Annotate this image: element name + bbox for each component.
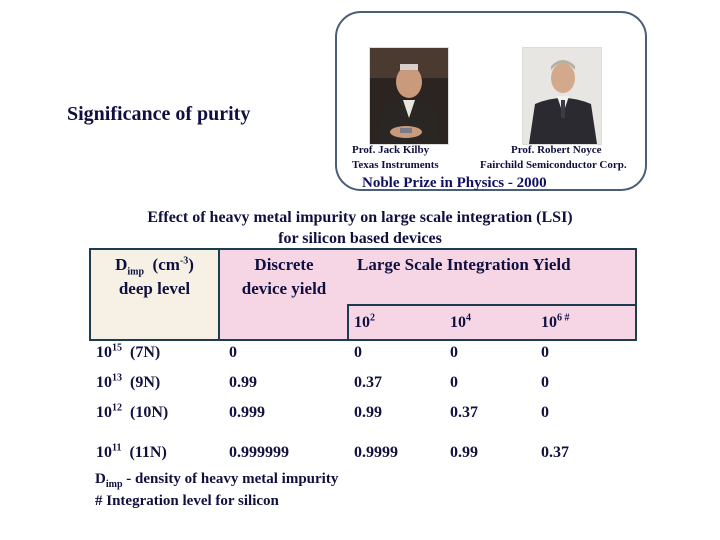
noyce-org: Fairchild Semiconductor Corp. (480, 159, 627, 171)
kilby-org: Texas Instruments (352, 159, 439, 171)
row-4-discrete: 0.999999 (229, 444, 289, 461)
header-lsi-yield: Large Scale Integration Yield (357, 255, 571, 274)
rule-top (89, 248, 637, 250)
header-impurity: Dimp (cm-3) (115, 255, 194, 278)
row-2-impurity: 1013 (9N) (96, 372, 161, 391)
row-2-discrete: 0.99 (229, 374, 257, 391)
header-deep-level: deep level (118, 279, 191, 298)
level-1: 102 (354, 312, 375, 331)
rule-under-header (347, 304, 637, 306)
level-2: 104 (450, 312, 471, 331)
row-2-lsi-1: 0.37 (354, 374, 382, 391)
award-caption: Noble Prize in Physics - 2000 (362, 175, 547, 191)
yield-table: Dimp (cm-3) deep level Discrete device y… (89, 248, 637, 470)
row-3-impurity: 1012 (10N) (96, 402, 169, 421)
kilby-name: Prof. Jack Kilby (352, 144, 430, 156)
rule-left (89, 248, 91, 340)
row-1-impurity: 1015 (7N) (96, 342, 161, 361)
row-2-lsi-3: 0 (541, 374, 549, 391)
row-1-lsi-3: 0 (541, 344, 549, 361)
row-4-lsi-1: 0.9999 (354, 444, 398, 461)
footnote-dimp: Dimp - density of heavy metal impurity (95, 471, 339, 490)
photo-panel: Prof. Jack Kilby Texas Instruments Prof.… (335, 11, 647, 191)
footnote-integration: # Integration level for silicon (95, 493, 279, 509)
kilby-portrait (369, 47, 449, 145)
rule-col1 (218, 248, 220, 340)
row-2-lsi-2: 0 (450, 374, 458, 391)
rule-right (635, 248, 637, 340)
body-band (89, 340, 637, 470)
row-3-lsi-3: 0 (541, 404, 549, 421)
row-4-lsi-2: 0.99 (450, 444, 478, 461)
table-title-line2: for silicon based devices (278, 230, 442, 247)
noyce-portrait (522, 47, 602, 145)
row-1-discrete: 0 (229, 344, 237, 361)
table-title: Effect of heavy metal impurity on large … (0, 207, 720, 249)
row-1-lsi-1: 0 (354, 344, 362, 361)
level-3: 106 # (541, 312, 570, 331)
row-3-lsi-1: 0.99 (354, 404, 382, 421)
row-4-lsi-3: 0.37 (541, 444, 569, 461)
header-highlight (218, 248, 637, 340)
header-discrete: Discrete (254, 255, 314, 274)
header-device-yield: device yield (241, 279, 327, 298)
row-1-lsi-2: 0 (450, 344, 458, 361)
noyce-name: Prof. Robert Noyce (511, 144, 602, 156)
rule-mid (89, 339, 637, 341)
rule-col2 (347, 304, 349, 340)
row-4-impurity: 1011 (11N) (96, 442, 167, 461)
page-heading: Significance of purity (67, 103, 251, 125)
row-3-discrete: 0.999 (229, 404, 265, 421)
row-3-lsi-2: 0.37 (450, 404, 478, 421)
table-title-line1: Effect of heavy metal impurity on large … (147, 209, 573, 226)
